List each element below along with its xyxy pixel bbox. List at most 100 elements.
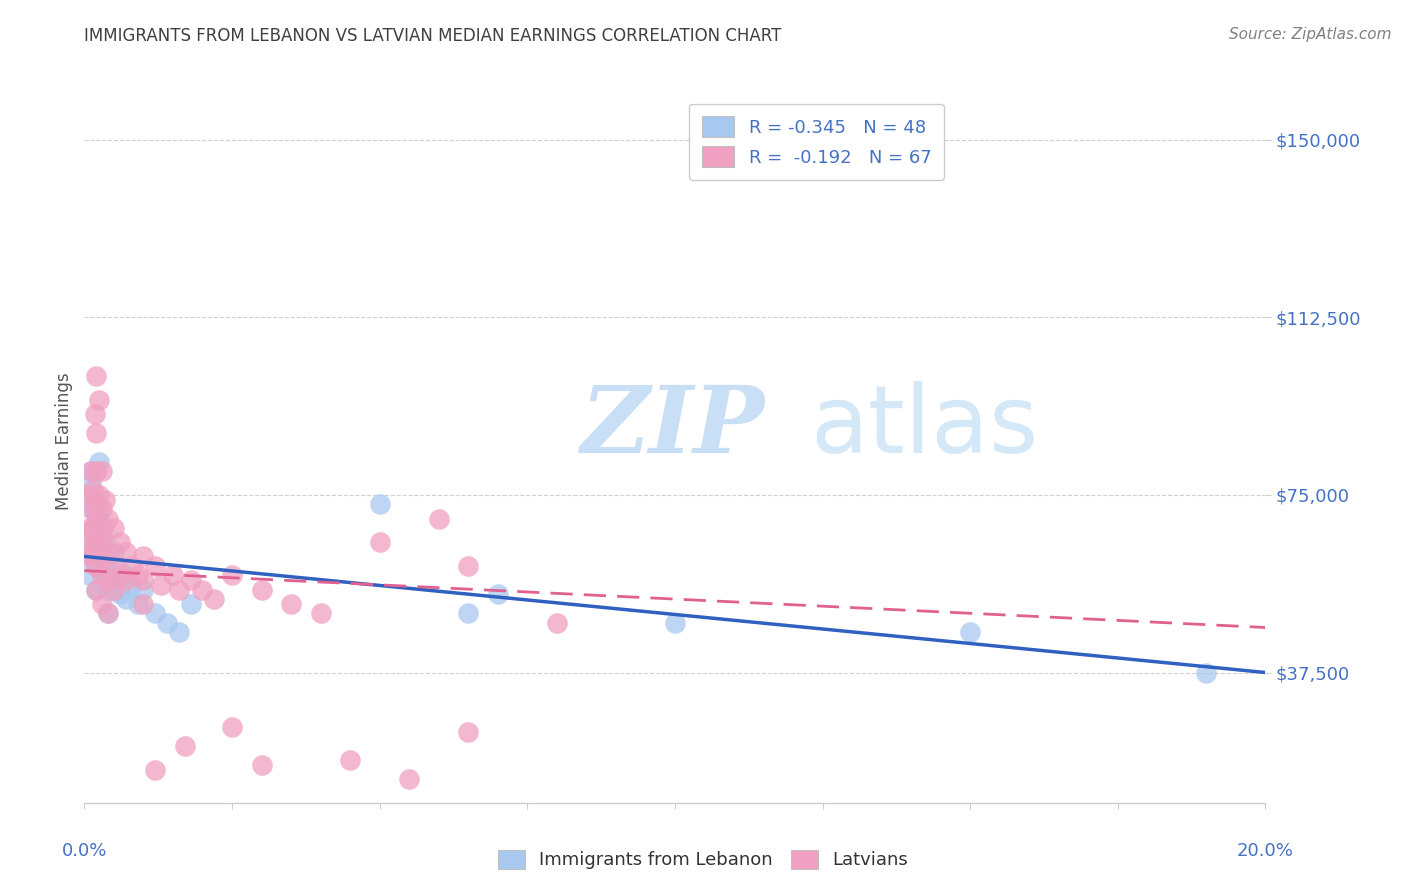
Point [103,521,125,535]
Point [91,544,114,558]
Point [84,407,107,421]
Y-axis label: Median Earnings: Median Earnings [55,373,73,510]
Point [84,558,107,573]
Point [79,549,101,564]
Point [84,535,107,549]
Text: 20.0%: 20.0% [1237,842,1294,860]
Point [121,558,143,573]
Point [221,568,243,582]
Point [114,573,136,587]
Point [173,739,195,753]
Point [108,568,131,582]
Point [114,544,136,558]
Point [398,772,420,786]
Point [84,497,107,511]
Point [87,455,111,469]
Point [94,535,117,549]
Point [202,592,225,607]
Point [546,615,568,630]
Point [156,615,179,630]
Point [79,535,101,549]
Point [108,564,131,578]
Point [97,573,120,587]
Point [82,521,104,535]
Point [84,582,107,597]
Point [127,568,149,582]
Point [339,753,361,767]
Point [250,758,273,772]
Point [108,587,131,601]
Point [84,426,107,441]
Point [77,521,100,535]
Point [103,558,125,573]
Point [87,488,111,502]
Point [94,492,117,507]
Point [76,549,98,564]
Point [457,558,479,573]
Point [82,502,104,516]
Text: ZIP: ZIP [581,382,765,472]
Point [84,535,107,549]
Point [91,597,114,611]
Point [108,535,131,549]
Point [167,582,190,597]
Point [82,549,104,564]
Point [82,483,104,497]
Point [309,607,332,621]
Point [97,564,120,578]
Point [959,625,981,640]
Legend: R = -0.345   N = 48, R =  -0.192   N = 67: R = -0.345 N = 48, R = -0.192 N = 67 [689,103,943,180]
Point [94,578,117,592]
Point [143,558,166,573]
Point [76,488,98,502]
Point [86,511,108,525]
Point [127,597,149,611]
Point [664,615,686,630]
Point [114,592,136,607]
Point [143,607,166,621]
Legend: Immigrants from Lebanon, Latvians: Immigrants from Lebanon, Latvians [489,841,917,879]
Point [103,544,125,558]
Point [91,502,114,516]
Point [87,535,111,549]
Point [82,521,104,535]
Point [77,568,100,582]
Point [94,549,117,564]
Point [80,502,103,516]
Point [167,625,190,640]
Text: atlas: atlas [811,381,1039,473]
Point [80,464,103,478]
Point [103,582,125,597]
Point [84,464,107,478]
Point [90,535,112,549]
Point [132,597,155,611]
Point [80,464,103,478]
Point [84,369,107,384]
Point [91,464,114,478]
Point [82,488,104,502]
Point [457,607,479,621]
Point [143,763,166,777]
Point [100,573,122,587]
Text: Source: ZipAtlas.com: Source: ZipAtlas.com [1229,27,1392,42]
Point [91,558,114,573]
Point [103,582,125,597]
Point [84,464,107,478]
Point [84,507,107,521]
Point [91,521,114,535]
Point [457,724,479,739]
Point [97,582,120,597]
Point [97,544,120,558]
Text: IMMIGRANTS FROM LEBANON VS LATVIAN MEDIAN EARNINGS CORRELATION CHART: IMMIGRANTS FROM LEBANON VS LATVIAN MEDIA… [84,27,782,45]
Point [221,720,243,734]
Point [132,582,155,597]
Point [1195,665,1218,680]
Point [486,587,509,601]
Point [91,568,114,582]
Point [250,582,273,597]
Point [427,511,450,525]
Point [180,573,202,587]
Point [97,607,120,621]
Point [87,393,111,408]
Point [80,474,103,488]
